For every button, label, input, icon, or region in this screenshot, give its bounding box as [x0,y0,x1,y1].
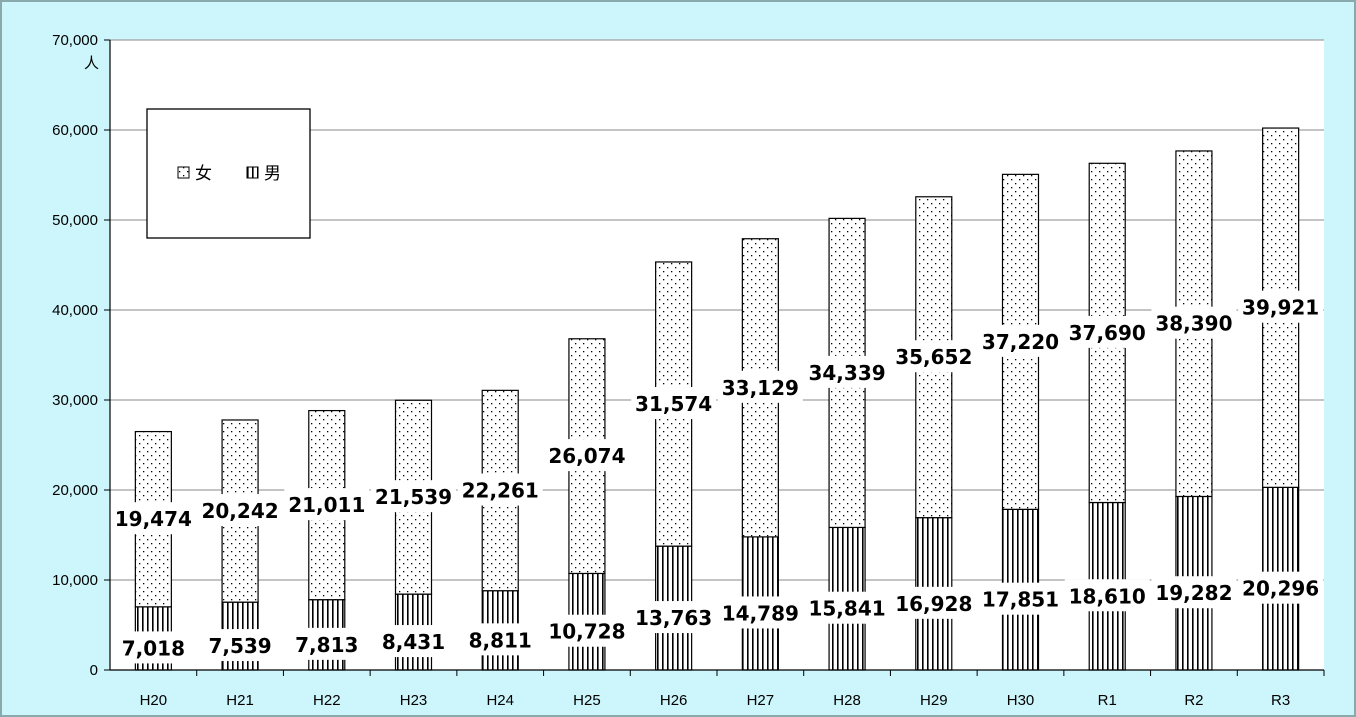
data-label: 20,242 [201,499,278,523]
data-label: 20,296 [1242,577,1319,601]
data-label-bg [717,370,803,403]
data-label: 22,261 [462,479,539,503]
x-tick-label: H24 [486,692,514,709]
x-tick-label: H29 [920,692,948,709]
data-label: 7,813 [295,633,358,657]
y-tick-label: 60,000 [52,122,98,139]
x-tick-label: R2 [1184,692,1203,709]
data-label-bg [544,439,630,472]
data-label: 19,474 [115,507,192,531]
x-tick-label: H28 [833,692,861,709]
data-label-bg [284,488,370,521]
data-label: 19,282 [1155,581,1232,605]
x-tick-label: H22 [313,692,341,709]
data-label-bg [1238,290,1324,323]
x-tick-label: H25 [573,692,601,709]
data-label: 14,789 [722,601,799,625]
x-tick-label: H23 [400,692,428,709]
data-label-bg [631,601,717,634]
data-label: 37,690 [1069,321,1146,345]
data-label-bg [197,494,283,527]
axes: 0 10,000 20,000 30,000 40,000 50,000 60,000 70,… [52,32,1325,709]
data-labels: 7,018 19,474 7,539 20,242 7,813 21,011 8,431 21… [110,290,1324,664]
y-tick-label: 10,000 [52,572,98,589]
data-label-bg [804,355,890,388]
data-label-bg [457,473,543,506]
data-label-bg [978,324,1063,357]
data-label-bg [891,340,977,373]
y-tick-label: 40,000 [52,302,98,319]
data-label: 7,539 [208,634,271,658]
y-tick-label: 50,000 [52,212,98,229]
x-tick-label: H27 [747,692,775,709]
data-label: 21,539 [375,485,452,509]
data-label-bg [1064,315,1150,348]
x-tick-label: H20 [140,692,168,709]
legend-label-male: 男 [264,164,281,184]
data-label-bg [371,480,456,513]
data-label: 26,074 [548,444,625,468]
data-label-bg [544,614,630,647]
x-tick-label: H26 [660,692,688,709]
data-label-bg [891,586,977,619]
data-label-bg [978,582,1063,615]
y-unit-label: 人 [84,54,99,72]
y-tick-label: 70,000 [52,32,98,49]
data-label-bg [290,627,364,660]
y-tick-label: 0 [90,662,98,679]
data-label: 13,763 [635,606,712,630]
data-label-bg [377,625,450,658]
data-label: 39,921 [1242,296,1319,320]
legend-swatch-female [177,166,190,179]
data-label: 8,811 [469,628,532,652]
legend-swatch-male [246,166,259,179]
data-label: 31,574 [635,392,712,416]
data-label: 38,390 [1155,312,1232,336]
data-label-bg [117,631,190,664]
data-label-bg [203,629,277,662]
data-label: 18,610 [1069,584,1146,608]
data-label: 35,652 [895,345,972,369]
data-label-bg [463,623,537,656]
legend-label-female: 女 [195,164,212,184]
data-label: 33,129 [722,376,799,400]
data-label: 15,841 [808,597,885,621]
x-tick-label: H30 [1007,692,1035,709]
data-label-bg [1064,579,1150,612]
legend-box [146,108,311,239]
y-tick-label: 20,000 [52,482,98,499]
data-label-bg [631,387,717,420]
x-tick-label: H21 [226,692,254,709]
data-label-bg [717,596,803,629]
data-label-bg [804,591,890,624]
data-label-bg [110,502,196,535]
data-label: 37,220 [982,330,1059,354]
x-tick-label: R3 [1271,692,1290,709]
data-label-bg [1151,576,1237,609]
data-label: 8,431 [382,630,445,654]
legend: 女 男 [146,108,311,239]
data-label: 10,728 [548,620,625,644]
data-label-bg [1151,306,1237,339]
data-label: 17,851 [982,588,1059,612]
data-label-bg [1238,571,1324,604]
data-label: 21,011 [288,493,365,517]
data-label: 7,018 [122,636,185,660]
x-tick-label: R1 [1098,692,1117,709]
data-label: 16,928 [895,592,972,616]
y-tick-label: 30,000 [52,392,98,409]
data-label: 34,339 [808,361,885,385]
